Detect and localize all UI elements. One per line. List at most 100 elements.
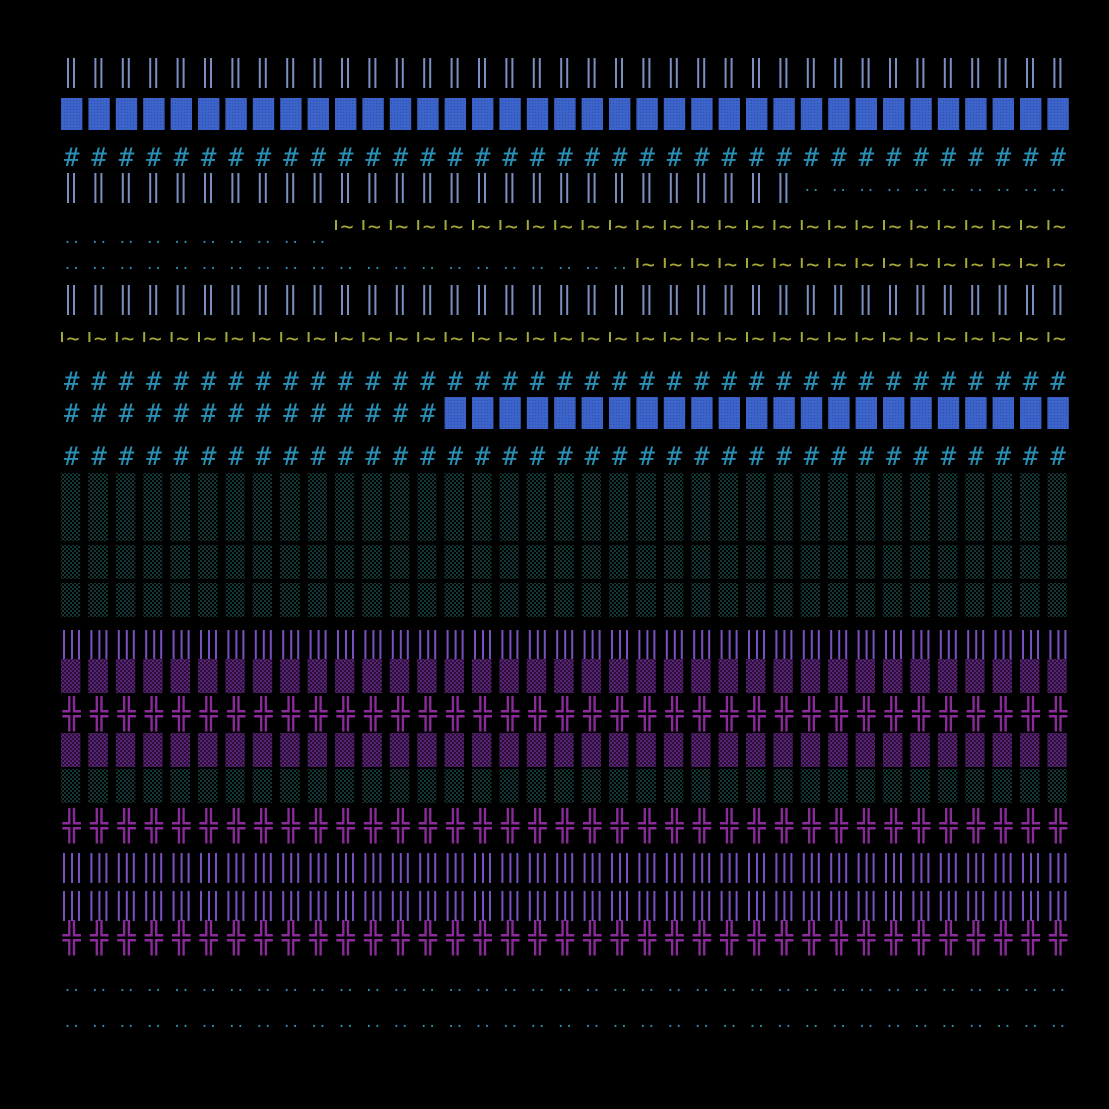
glyph-cell-dots: .. [748, 979, 765, 995]
glyph-cell-hash: # [119, 442, 135, 472]
glyph-cell-bars [172, 853, 190, 883]
glyph-cell-shade-block [800, 507, 821, 541]
glyph-cell-double-bar [368, 58, 377, 88]
glyph-cell-shade-block [855, 733, 875, 767]
svg-text:~: ~ [779, 253, 792, 278]
glyph-cell-shade-block [746, 583, 766, 617]
glyph-cell-cross: ╬ [801, 695, 821, 732]
glyph-cell-dots: .. [748, 1015, 765, 1031]
glyph-cell-hash: # [804, 367, 820, 397]
glyph-cell-shade-block [389, 545, 410, 579]
glyph-cell-shade-block [855, 507, 875, 541]
glyph-cell-cross: ╬ [199, 695, 219, 732]
svg-text:~: ~ [834, 215, 847, 240]
glyph-cell-hash: # [1050, 367, 1066, 397]
glyph-cell-dots: .. [940, 179, 957, 195]
glyph-cell-shade-block [362, 473, 382, 507]
pattern-row: .................... [63, 231, 326, 247]
glyph-cell-shade-block [828, 473, 848, 507]
glyph-cell-bars [693, 630, 711, 660]
glyph-cell-shade-block [444, 507, 464, 541]
glyph-cell-cross: ╬ [774, 919, 794, 956]
glyph-cell-double-bar [121, 58, 130, 88]
glyph-cell-shade-block [800, 733, 821, 767]
glyph-cell-cross: ╬ [911, 807, 931, 844]
glyph-cell-hash: # [694, 442, 710, 472]
glyph-cell-shade-block [965, 473, 985, 507]
glyph-cell-cross: ╬ [747, 919, 767, 956]
glyph-cell-shade-block [362, 659, 382, 693]
glyph-cell-dots: .. [502, 979, 519, 995]
glyph-cell-tilde: ~ [937, 215, 956, 240]
glyph-cell-tilde: ~ [499, 327, 518, 352]
svg-text:~: ~ [340, 215, 353, 240]
glyph-cell-bars [145, 891, 163, 921]
glyph-cell-bars [611, 853, 628, 883]
glyph-cell-tilde: ~ [746, 327, 765, 352]
glyph-cell-bars [665, 630, 683, 660]
glyph-cell-hash: # [804, 143, 820, 173]
glyph-cell-solid-block [225, 98, 247, 130]
svg-text:~: ~ [697, 215, 710, 240]
glyph-cell-hash: # [283, 399, 299, 429]
glyph-cell-hash: # [283, 442, 299, 472]
glyph-cell-shade-block [225, 769, 245, 803]
glyph-cell-bars [802, 853, 820, 883]
glyph-cell-shade-block [389, 507, 410, 541]
glyph-cell-bars [693, 891, 711, 921]
glyph-cell-dots: .. [419, 979, 436, 995]
glyph-cell-bars [63, 630, 80, 660]
glyph-cell-bars [391, 630, 409, 660]
glyph-cell-cross: ╬ [555, 919, 575, 956]
glyph-cell-hash: # [146, 143, 162, 173]
glyph-cell-cross: ╬ [308, 695, 328, 732]
glyph-cell-cross: ╬ [199, 807, 219, 844]
glyph-cell-cross: ╬ [336, 919, 356, 956]
glyph-cell-shade-block [883, 507, 903, 541]
glyph-cell-dots: .. [255, 257, 272, 273]
glyph-cell-dots: .. [721, 1015, 738, 1031]
glyph-cell-hash: # [338, 367, 354, 397]
glyph-cell-tilde: ~ [554, 327, 573, 352]
glyph-cell-bars [994, 630, 1012, 660]
svg-text:~: ~ [642, 215, 655, 240]
glyph-cell-dots: .. [91, 1015, 108, 1031]
glyph-cell-shade-block [526, 473, 547, 507]
glyph-cell-cross: ╬ [801, 807, 821, 844]
glyph-cell-solid-block [526, 397, 549, 429]
glyph-cell-bars [802, 891, 820, 921]
glyph-cell-double-bar [724, 285, 733, 315]
glyph-cell-hash: # [64, 367, 80, 397]
glyph-cell-shade-block [855, 473, 875, 507]
glyph-cell-dots: .. [529, 1015, 546, 1031]
glyph-cell-shade-block [88, 583, 108, 617]
glyph-cell-shade-block [883, 733, 903, 767]
glyph-cell-bars [474, 630, 491, 660]
glyph-cell-bars [1049, 853, 1067, 883]
glyph-cell-bars [885, 630, 902, 660]
glyph-cell-shade-block [362, 507, 382, 541]
pattern-row: ........................................… [63, 253, 1066, 278]
glyph-cell-shade-block [609, 769, 629, 803]
glyph-cell-shade-block [170, 473, 190, 507]
glyph-cell-dots: .. [967, 979, 984, 995]
glyph-cell-cross: ╬ [226, 695, 246, 732]
glyph-cell-hash: # [776, 143, 792, 173]
glyph-cell-shade-block [609, 733, 629, 767]
glyph-cell-tilde: ~ [417, 327, 436, 352]
glyph-cell-tilde: ~ [828, 215, 847, 240]
glyph-cell-dots: .. [63, 257, 80, 273]
svg-text:~: ~ [861, 327, 874, 352]
glyph-cell-shade-block [773, 473, 793, 507]
glyph-cell-shade-block [61, 659, 81, 693]
glyph-cell-bars [638, 891, 656, 921]
glyph-cell-hash: # [913, 442, 929, 472]
glyph-cell-tilde: ~ [718, 327, 737, 352]
glyph-cell-shade-block [417, 473, 437, 507]
glyph-cell-dots: .. [721, 979, 738, 995]
glyph-cell-shade-block [335, 583, 355, 617]
pattern-row [61, 473, 1067, 507]
glyph-cell-cross: ╬ [116, 807, 136, 844]
glyph-cell-solid-block [718, 98, 740, 130]
glyph-cell-hash: # [310, 399, 326, 429]
